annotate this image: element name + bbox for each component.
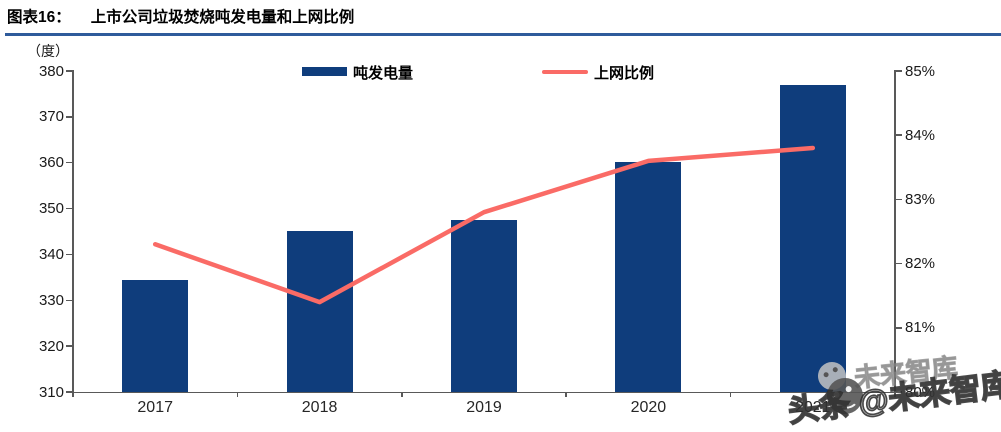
y-right-tick-mark bbox=[896, 70, 902, 72]
bar-2020 bbox=[615, 161, 682, 392]
x-tick-mark bbox=[72, 392, 74, 397]
y-right-tick-mark bbox=[896, 327, 902, 329]
x-tick-mark bbox=[894, 392, 896, 397]
y-right-tick-label: 83% bbox=[905, 190, 936, 208]
y-left-tick-label: 360 bbox=[38, 154, 64, 172]
y-left-tick-label: 330 bbox=[38, 291, 64, 309]
y-right-tick-label: 84% bbox=[905, 126, 936, 144]
y-right-tick-label: 82% bbox=[905, 255, 936, 273]
figure-title: 上市公司垃圾焚烧吨发电量和上网比例 bbox=[90, 9, 355, 26]
y-right-tick-mark bbox=[896, 262, 902, 265]
y-right-tick-label: 81% bbox=[905, 319, 936, 337]
x-axis-line bbox=[72, 391, 896, 393]
title-divider bbox=[5, 33, 1001, 36]
y-axis-unit-label: （度） bbox=[27, 43, 69, 59]
y-left-tick-label: 340 bbox=[38, 245, 64, 263]
x-tick-label-2021: 2021 bbox=[794, 399, 831, 416]
y-left-tick-label: 380 bbox=[38, 62, 64, 80]
y-left-tick-mark bbox=[66, 253, 72, 256]
bar-2018 bbox=[286, 230, 353, 392]
y-left-tick-mark bbox=[66, 391, 72, 393]
x-tick-label-2019: 2019 bbox=[466, 399, 502, 416]
left-y-axis-line bbox=[72, 70, 74, 393]
y-left-tick-mark bbox=[66, 116, 72, 118]
x-tick-mark bbox=[565, 392, 567, 397]
x-tick-label-2020: 2020 bbox=[630, 399, 667, 416]
y-left-tick-label: 350 bbox=[38, 200, 64, 218]
y-left-tick-mark bbox=[66, 70, 72, 72]
x-tick-mark bbox=[729, 392, 732, 397]
y-left-tick-mark bbox=[66, 299, 72, 302]
x-tick-label-2017: 2017 bbox=[137, 399, 173, 416]
face-eye-icon bbox=[832, 366, 839, 373]
figure-number-label: 图表16： bbox=[7, 9, 71, 26]
y-left-tick-label: 370 bbox=[38, 108, 64, 126]
y-right-tick-mark bbox=[896, 198, 902, 201]
right-y-axis-line bbox=[894, 70, 896, 393]
y-right-tick-label: 85% bbox=[905, 62, 936, 80]
y-right-tick-label: 80% bbox=[905, 383, 936, 401]
y-left-tick-mark bbox=[66, 345, 72, 347]
x-tick-mark bbox=[401, 392, 403, 397]
y-left-tick-mark bbox=[66, 161, 72, 164]
bar-2019 bbox=[451, 220, 517, 392]
y-right-tick-mark bbox=[896, 391, 902, 393]
legend-bar-swatch bbox=[302, 67, 347, 76]
face-eye-icon bbox=[823, 371, 830, 378]
y-left-tick-mark bbox=[66, 207, 72, 210]
x-tick-label-2018: 2018 bbox=[301, 399, 338, 416]
legend-bar-label: 吨发电量 bbox=[353, 65, 414, 82]
legend-line-label: 上网比例 bbox=[594, 65, 655, 82]
y-left-tick-label: 310 bbox=[38, 383, 64, 401]
x-tick-mark bbox=[236, 392, 239, 397]
y-left-tick-label: 320 bbox=[38, 337, 64, 355]
bar-2021 bbox=[779, 84, 846, 392]
y-right-tick-mark bbox=[896, 134, 902, 136]
bar-2017 bbox=[122, 279, 189, 392]
legend-line-swatch bbox=[542, 70, 588, 74]
figure-header: 图表16： 上市公司垃圾焚烧吨发电量和上网比例 bbox=[7, 5, 354, 27]
